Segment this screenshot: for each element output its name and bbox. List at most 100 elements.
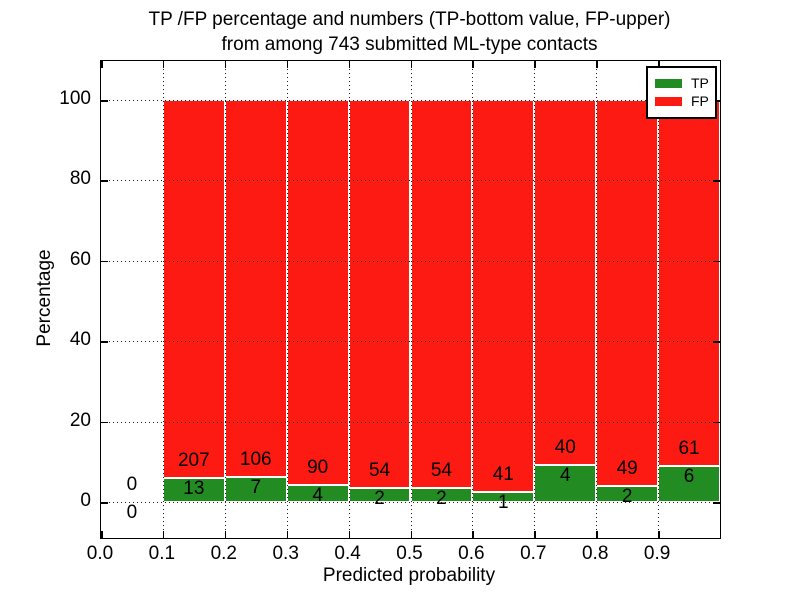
x-tick-top — [101, 61, 103, 68]
y-tick-right — [713, 260, 720, 263]
v-gridline — [348, 61, 350, 538]
tp-count-label: 2 — [436, 487, 447, 509]
x-tick-top — [534, 61, 536, 68]
y-tick-left — [101, 180, 108, 182]
v-gridline — [224, 61, 226, 538]
fp-count-label: 54 — [430, 459, 453, 481]
x-tick-label: 0.4 — [334, 543, 361, 564]
y-tick-label: 20 — [69, 409, 91, 431]
y-tick-right — [713, 180, 720, 182]
y-tick-left — [101, 421, 108, 424]
x-tick-label: 0.2 — [210, 543, 238, 564]
chart-title: TP /FP percentage and numbers (TP-bottom… — [100, 7, 719, 57]
fp-bar-segment — [224, 100, 287, 478]
x-axis-label: Predicted probability — [322, 565, 496, 586]
tp-count-label: 1 — [498, 492, 509, 514]
y-tick-label: 100 — [59, 88, 91, 109]
fp-count-label: 41 — [492, 464, 514, 486]
fp-bar-segment — [410, 100, 473, 488]
y-tick-right — [713, 421, 720, 424]
fp-count-label: 106 — [239, 449, 272, 471]
fp-bar-segment — [472, 100, 535, 493]
x-tick-bottom — [348, 531, 351, 538]
y-tick-left — [101, 260, 108, 263]
x-tick-top — [596, 61, 598, 68]
fp-bar-segment — [596, 100, 659, 487]
x-tick-label: 0.1 — [148, 543, 176, 564]
tp-bar-segment — [224, 477, 287, 502]
x-tick-bottom — [472, 531, 474, 538]
x-tick-label: 0.7 — [520, 543, 547, 564]
x-tick-top — [162, 61, 165, 68]
legend: TP FP — [646, 66, 717, 119]
x-tick-top — [286, 61, 289, 68]
y-tick-left — [101, 341, 108, 343]
x-tick-label: 0.6 — [458, 543, 485, 564]
y-tick-label: 60 — [69, 248, 91, 270]
v-gridline — [534, 61, 536, 538]
x-tick-label: 0.0 — [86, 543, 114, 564]
fp-bar-segment — [348, 100, 411, 488]
fp-count-label: 0 — [126, 474, 138, 495]
fp-count-label: 54 — [368, 459, 391, 481]
tp-count-label: 4 — [559, 465, 571, 487]
v-gridline — [596, 61, 598, 538]
x-tick-bottom — [224, 531, 227, 538]
fp-count-label: 61 — [678, 438, 700, 459]
fp-legend-swatch — [655, 97, 682, 106]
x-tick-bottom — [101, 531, 103, 538]
v-gridline — [472, 61, 474, 538]
y-tick-label: 0 — [80, 490, 91, 511]
tp-count-label: 2 — [374, 487, 385, 509]
x-tick-label: 0.5 — [396, 543, 423, 564]
x-tick-top — [224, 61, 227, 68]
chart-title-line2: from among 743 submitted ML-type contact… — [221, 34, 598, 55]
x-tick-top — [348, 61, 351, 68]
x-tick-bottom — [162, 531, 165, 538]
legend-item-fp: FP — [655, 93, 709, 109]
x-tick-bottom — [596, 531, 598, 538]
legend-item-tp: TP — [655, 75, 709, 91]
tp-bar-segment — [658, 466, 720, 502]
v-gridline — [410, 61, 412, 538]
tp-count-label: 4 — [312, 484, 323, 506]
fp-count-label: 207 — [177, 450, 210, 472]
tp-count-label: 2 — [621, 486, 633, 508]
y-tick-left — [101, 100, 108, 102]
tp-count-label: 13 — [183, 478, 205, 500]
x-tick-label: 0.8 — [581, 543, 609, 564]
x-tick-bottom — [534, 531, 536, 538]
x-tick-bottom — [658, 531, 660, 538]
legend-label-fp: FP — [691, 93, 709, 109]
legend-label-tp: TP — [691, 75, 709, 91]
x-tick-label: 0.3 — [272, 543, 299, 564]
fp-bar-segment — [534, 100, 597, 466]
tp-count-label: 6 — [683, 466, 695, 487]
v-gridline — [658, 61, 660, 538]
y-tick-left — [101, 502, 108, 504]
fp-count-label: 49 — [616, 458, 638, 480]
tp-legend-swatch — [655, 79, 682, 88]
y-tick-label: 80 — [69, 168, 91, 190]
fp-bar-segment — [658, 100, 720, 466]
chart-title-line1: TP /FP percentage and numbers (TP-bottom… — [148, 9, 671, 30]
fp-bar-segment — [286, 100, 349, 485]
x-tick-top — [472, 61, 474, 68]
y-tick-right — [713, 341, 720, 343]
y-tick-label: 40 — [69, 329, 91, 351]
fp-count-label: 90 — [307, 456, 329, 478]
x-tick-top — [410, 61, 412, 68]
v-gridline — [286, 61, 288, 538]
x-tick-bottom — [410, 531, 412, 538]
tp-bar-segment — [534, 465, 597, 502]
x-tick-top — [658, 61, 660, 68]
x-tick-label: 0.9 — [643, 543, 671, 564]
y-tick-right — [713, 502, 720, 504]
tp-count-label: 0 — [126, 502, 138, 523]
plot-area: 0 0 207 13 106 7 90 4 54 2 54 2 41 1 40 4 49 2 61 6 — [100, 60, 721, 539]
x-tick-bottom — [286, 531, 289, 538]
tp-count-label: 7 — [250, 477, 262, 499]
fp-count-label: 40 — [554, 437, 576, 459]
v-gridline — [162, 61, 164, 538]
